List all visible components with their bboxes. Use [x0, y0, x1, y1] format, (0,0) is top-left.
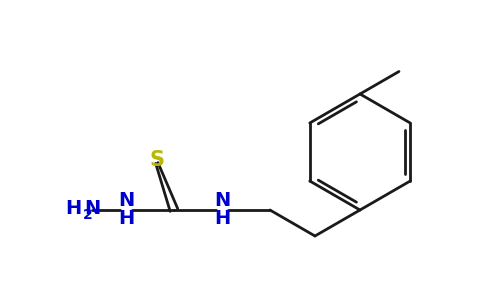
Text: H: H: [118, 209, 134, 229]
Text: H: H: [214, 209, 230, 229]
Text: N: N: [214, 191, 230, 211]
Text: 2: 2: [83, 208, 92, 222]
Text: N: N: [118, 191, 134, 211]
Text: H: H: [66, 199, 82, 218]
Text: S: S: [150, 150, 165, 170]
Text: N: N: [84, 199, 100, 218]
